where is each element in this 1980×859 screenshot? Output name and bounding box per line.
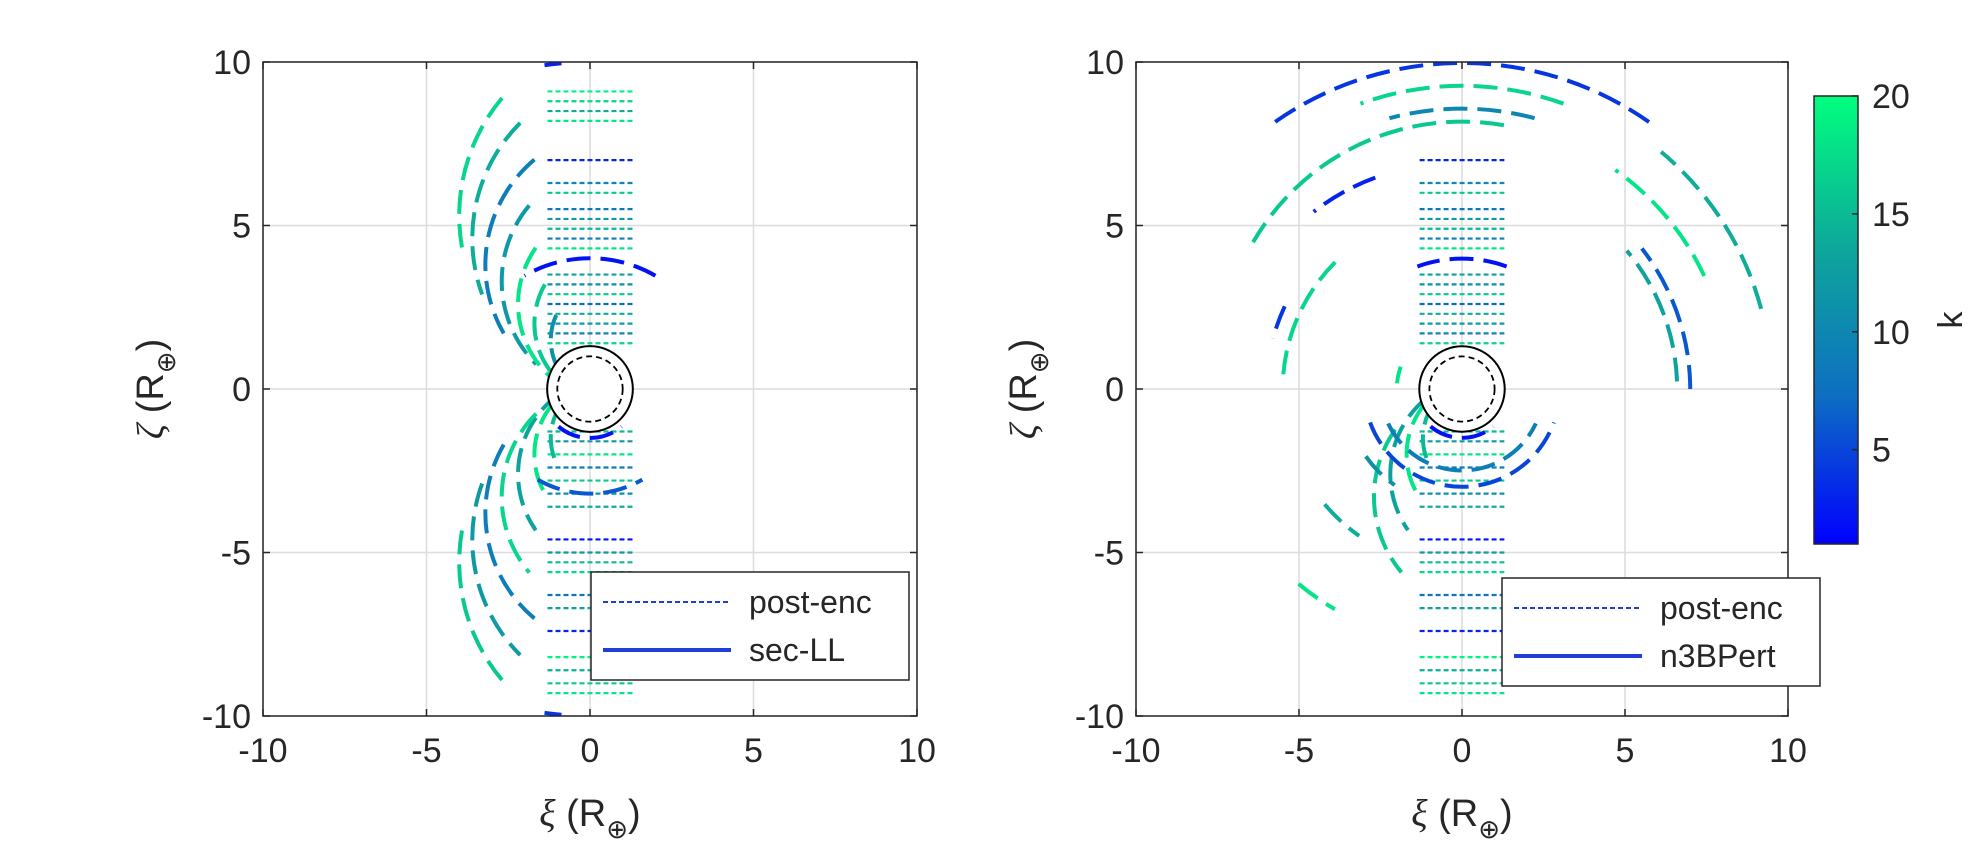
colorbar-tick-label: 15: [1872, 196, 1910, 234]
sec-LL-arc: [516, 392, 562, 532]
legend-label: post-enc: [1660, 590, 1783, 626]
legend: post-enc n3BPert: [1501, 577, 1821, 687]
x-axis-subscript: ⊕: [606, 814, 628, 844]
y-tick-label: -5: [1094, 535, 1124, 573]
x-tick-label: -5: [1284, 732, 1314, 770]
y-axis-close: ): [1003, 339, 1045, 352]
y-axis-label: ζ (R⊕): [130, 339, 181, 440]
x-tick-label: 10: [1769, 732, 1807, 770]
y-axis-label: ζ (R⊕): [1003, 339, 1054, 440]
n3BPert-arc: [1280, 260, 1337, 383]
n3BPert-arc: [1312, 175, 1376, 214]
x-axis-label: ξ (R⊕): [1411, 793, 1512, 844]
n3BPert-arc: [1359, 83, 1565, 106]
n3BPert-arc: [1273, 62, 1651, 124]
y-tick-label: -5: [221, 535, 251, 573]
colorbar-bar: [1813, 95, 1859, 545]
earth-circle: [1418, 345, 1506, 433]
n3BPert-arc: [1372, 428, 1403, 574]
earth-inner-dashed-circle: [1428, 355, 1496, 423]
x-axis-subscript: ⊕: [1478, 814, 1500, 844]
x-axis-close: ): [1500, 793, 1513, 835]
sec-LL-arc: [457, 96, 504, 248]
legend-label: post-enc: [749, 584, 872, 620]
n3BPert-arc: [1659, 150, 1764, 310]
n3BPert-arc: [1614, 168, 1707, 277]
y-axis-symbol: ζ: [130, 421, 172, 439]
y-tick-label: 5: [1105, 208, 1124, 246]
colorbar-label: k: [1932, 311, 1970, 329]
legend-box: [590, 571, 910, 681]
x-tick-label: 5: [1616, 732, 1635, 770]
sec-LL-arc: [516, 246, 562, 386]
x-tick-label: 0: [1453, 732, 1472, 770]
colorbar: 5 10 15 20 k: [1813, 78, 1970, 545]
y-tick-label: 10: [1086, 44, 1124, 82]
y-axis-close: ): [130, 339, 172, 352]
x-axis-label: ξ (R⊕): [539, 793, 640, 844]
x-axis-unit: (R: [1428, 793, 1479, 835]
n3BPert-arc: [1388, 106, 1536, 121]
n3BPert-arc: [1323, 502, 1361, 538]
legend-box: [1501, 577, 1821, 687]
x-tick-label: 10: [898, 732, 936, 770]
sec-LL-arc: [544, 62, 562, 68]
earth-inner-dashed-circle: [556, 355, 624, 423]
earth-circle: [546, 345, 634, 433]
legend-label: sec-LL: [749, 632, 845, 668]
sec-LL-arc: [557, 425, 623, 441]
x-tick-label: -5: [411, 732, 441, 770]
x-axis-unit: (R: [556, 793, 607, 835]
legend-label: n3BPert: [1660, 638, 1776, 674]
n3BPert-arc: [1271, 305, 1287, 339]
sec-LL-arc: [499, 204, 538, 366]
y-axis-subscript: ⊕: [151, 351, 181, 373]
x-axis-symbol: ξ: [539, 793, 556, 835]
colorbar-tick-label: 5: [1872, 432, 1891, 470]
sec-LL-arc: [523, 256, 657, 278]
y-axis-subscript: ⊕: [1024, 351, 1054, 373]
sec-LL-arc: [544, 710, 562, 716]
y-axis-unit: (R: [130, 373, 172, 424]
y-tick-label: -10: [1075, 698, 1124, 736]
x-tick-label: -10: [238, 732, 287, 770]
n3BPert-arc: [1368, 421, 1556, 489]
n3BPert-arc: [1429, 424, 1495, 440]
sec-LL-arc: [499, 412, 538, 574]
n3BPert-arc: [1297, 582, 1336, 611]
n3BPert-arc: [1386, 422, 1538, 473]
n3BPert-arc: [1416, 256, 1508, 269]
x-tick-label: -10: [1111, 732, 1160, 770]
colorbar-tick-label: 10: [1872, 314, 1910, 352]
sec-LL-arc: [536, 477, 644, 496]
x-tick-label: 5: [744, 732, 763, 770]
y-tick-label: 0: [1105, 371, 1124, 409]
n3BPert-arc: [1388, 397, 1427, 532]
x-axis-symbol: ξ: [1411, 793, 1428, 835]
y-tick-label: 5: [232, 208, 251, 246]
legend: post-enc sec-LL: [590, 571, 910, 681]
n3BPert-arc: [1640, 247, 1693, 390]
y-tick-label: -10: [202, 698, 251, 736]
y-axis-symbol: ζ: [1003, 421, 1045, 439]
n3BPert-arc: [1364, 455, 1396, 487]
x-axis-close: ): [628, 793, 641, 835]
y-axis-unit: (R: [1003, 373, 1045, 424]
y-tick-label: 10: [213, 44, 251, 82]
y-tick-label: 0: [232, 371, 251, 409]
n3BPert-arc: [1625, 249, 1680, 382]
n3BPert-arc: [1395, 366, 1403, 384]
x-tick-label: 0: [581, 732, 600, 770]
sec-LL-arc: [457, 530, 504, 682]
n3BPert-arc: [1251, 119, 1505, 244]
colorbar-tick-label: 20: [1872, 78, 1910, 116]
